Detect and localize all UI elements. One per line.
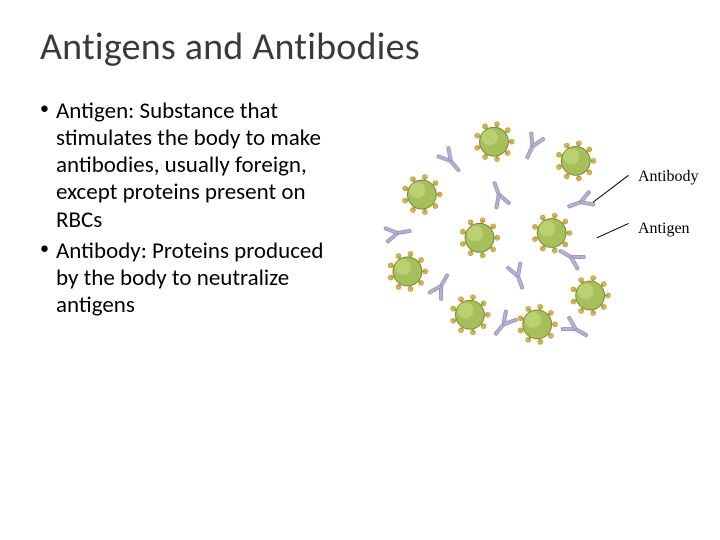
slide-title: Antigens and Antibodies: [40, 24, 684, 70]
body-row: Antigen: Substance that stimulates the b…: [40, 88, 684, 363]
label-antigen: Antigen: [638, 220, 690, 238]
bullet-list: Antigen: Substance that stimulates the b…: [40, 98, 340, 323]
antigen-antibody-diagram: [348, 108, 688, 358]
label-antibody: Antibody: [638, 168, 698, 186]
bullet-item: Antibody: Proteins produced by the body …: [40, 238, 340, 319]
figure-container: Antibody Antigen: [348, 108, 688, 363]
bullet-item: Antigen: Substance that stimulates the b…: [40, 98, 340, 234]
slide: Antigens and Antibodies Antigen: Substan…: [0, 0, 720, 540]
